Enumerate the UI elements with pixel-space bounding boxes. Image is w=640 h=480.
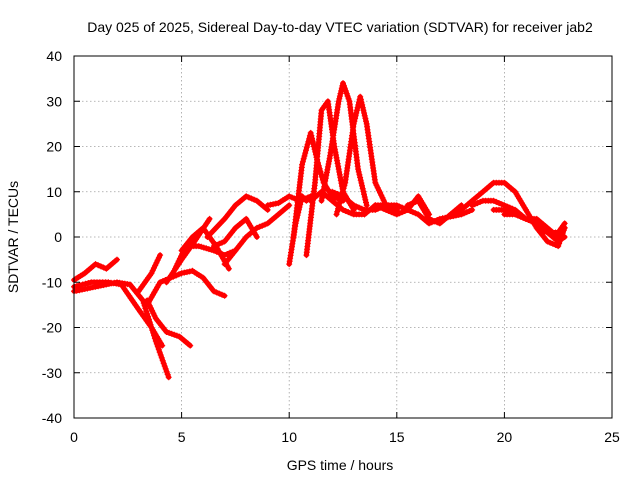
series-sat-t xyxy=(307,188,368,218)
y-tick-label: -20 xyxy=(42,320,62,336)
series-markers xyxy=(135,252,164,295)
x-tick-label: 5 xyxy=(178,429,186,445)
series-sat-ad xyxy=(533,220,568,236)
series-markers xyxy=(210,215,260,250)
series-sat-c xyxy=(71,279,172,381)
grid-layer xyxy=(74,56,612,418)
x-tick-label: 20 xyxy=(497,429,513,445)
y-tick-label: 20 xyxy=(46,139,62,155)
x-axis-label: GPS time / hours xyxy=(287,457,394,473)
series-sat-f xyxy=(144,297,194,349)
series-markers xyxy=(71,279,172,381)
series-sat-g xyxy=(135,252,164,295)
y-tick-label: 40 xyxy=(46,48,62,64)
series-markers xyxy=(71,256,120,283)
series-markers xyxy=(447,179,529,218)
series-sat-q xyxy=(303,98,357,259)
ticks-layer: 0 5 10 15 20 25 -40 -30 -20 -10 0 10 20 30 40 xyxy=(42,48,620,445)
x-tick-label: 25 xyxy=(604,429,620,445)
series-markers xyxy=(221,202,293,268)
y-tick-label: -30 xyxy=(42,365,62,381)
series-sat-s xyxy=(333,93,389,218)
x-tick-label: 10 xyxy=(281,429,297,445)
y-tick-label: -10 xyxy=(42,274,62,290)
series-sat-k xyxy=(204,193,271,240)
y-tick-label: 30 xyxy=(46,93,62,109)
series-markers xyxy=(307,188,368,218)
series-markers xyxy=(189,267,228,299)
series-sat-r xyxy=(318,80,370,209)
series-sat-l xyxy=(221,202,293,268)
y-tick-label: 0 xyxy=(54,229,62,245)
series-layer xyxy=(71,80,568,381)
y-axis-label: SDTVAR / TECUs xyxy=(5,181,21,293)
series-sat-b xyxy=(71,256,120,283)
x-tick-label: 0 xyxy=(70,429,78,445)
series-sat-m xyxy=(210,215,260,250)
y-tick-label: -40 xyxy=(42,410,62,426)
series-markers xyxy=(204,193,271,240)
series-sat-e xyxy=(189,267,228,299)
x-tick-label: 15 xyxy=(389,429,405,445)
series-markers xyxy=(533,220,568,236)
y-tick-label: 10 xyxy=(46,184,62,200)
series-markers xyxy=(144,297,194,349)
series-sat-y xyxy=(447,179,529,218)
chart-title: Day 025 of 2025, Sidereal Day-to-day VTE… xyxy=(87,19,593,35)
series-markers xyxy=(333,93,389,218)
